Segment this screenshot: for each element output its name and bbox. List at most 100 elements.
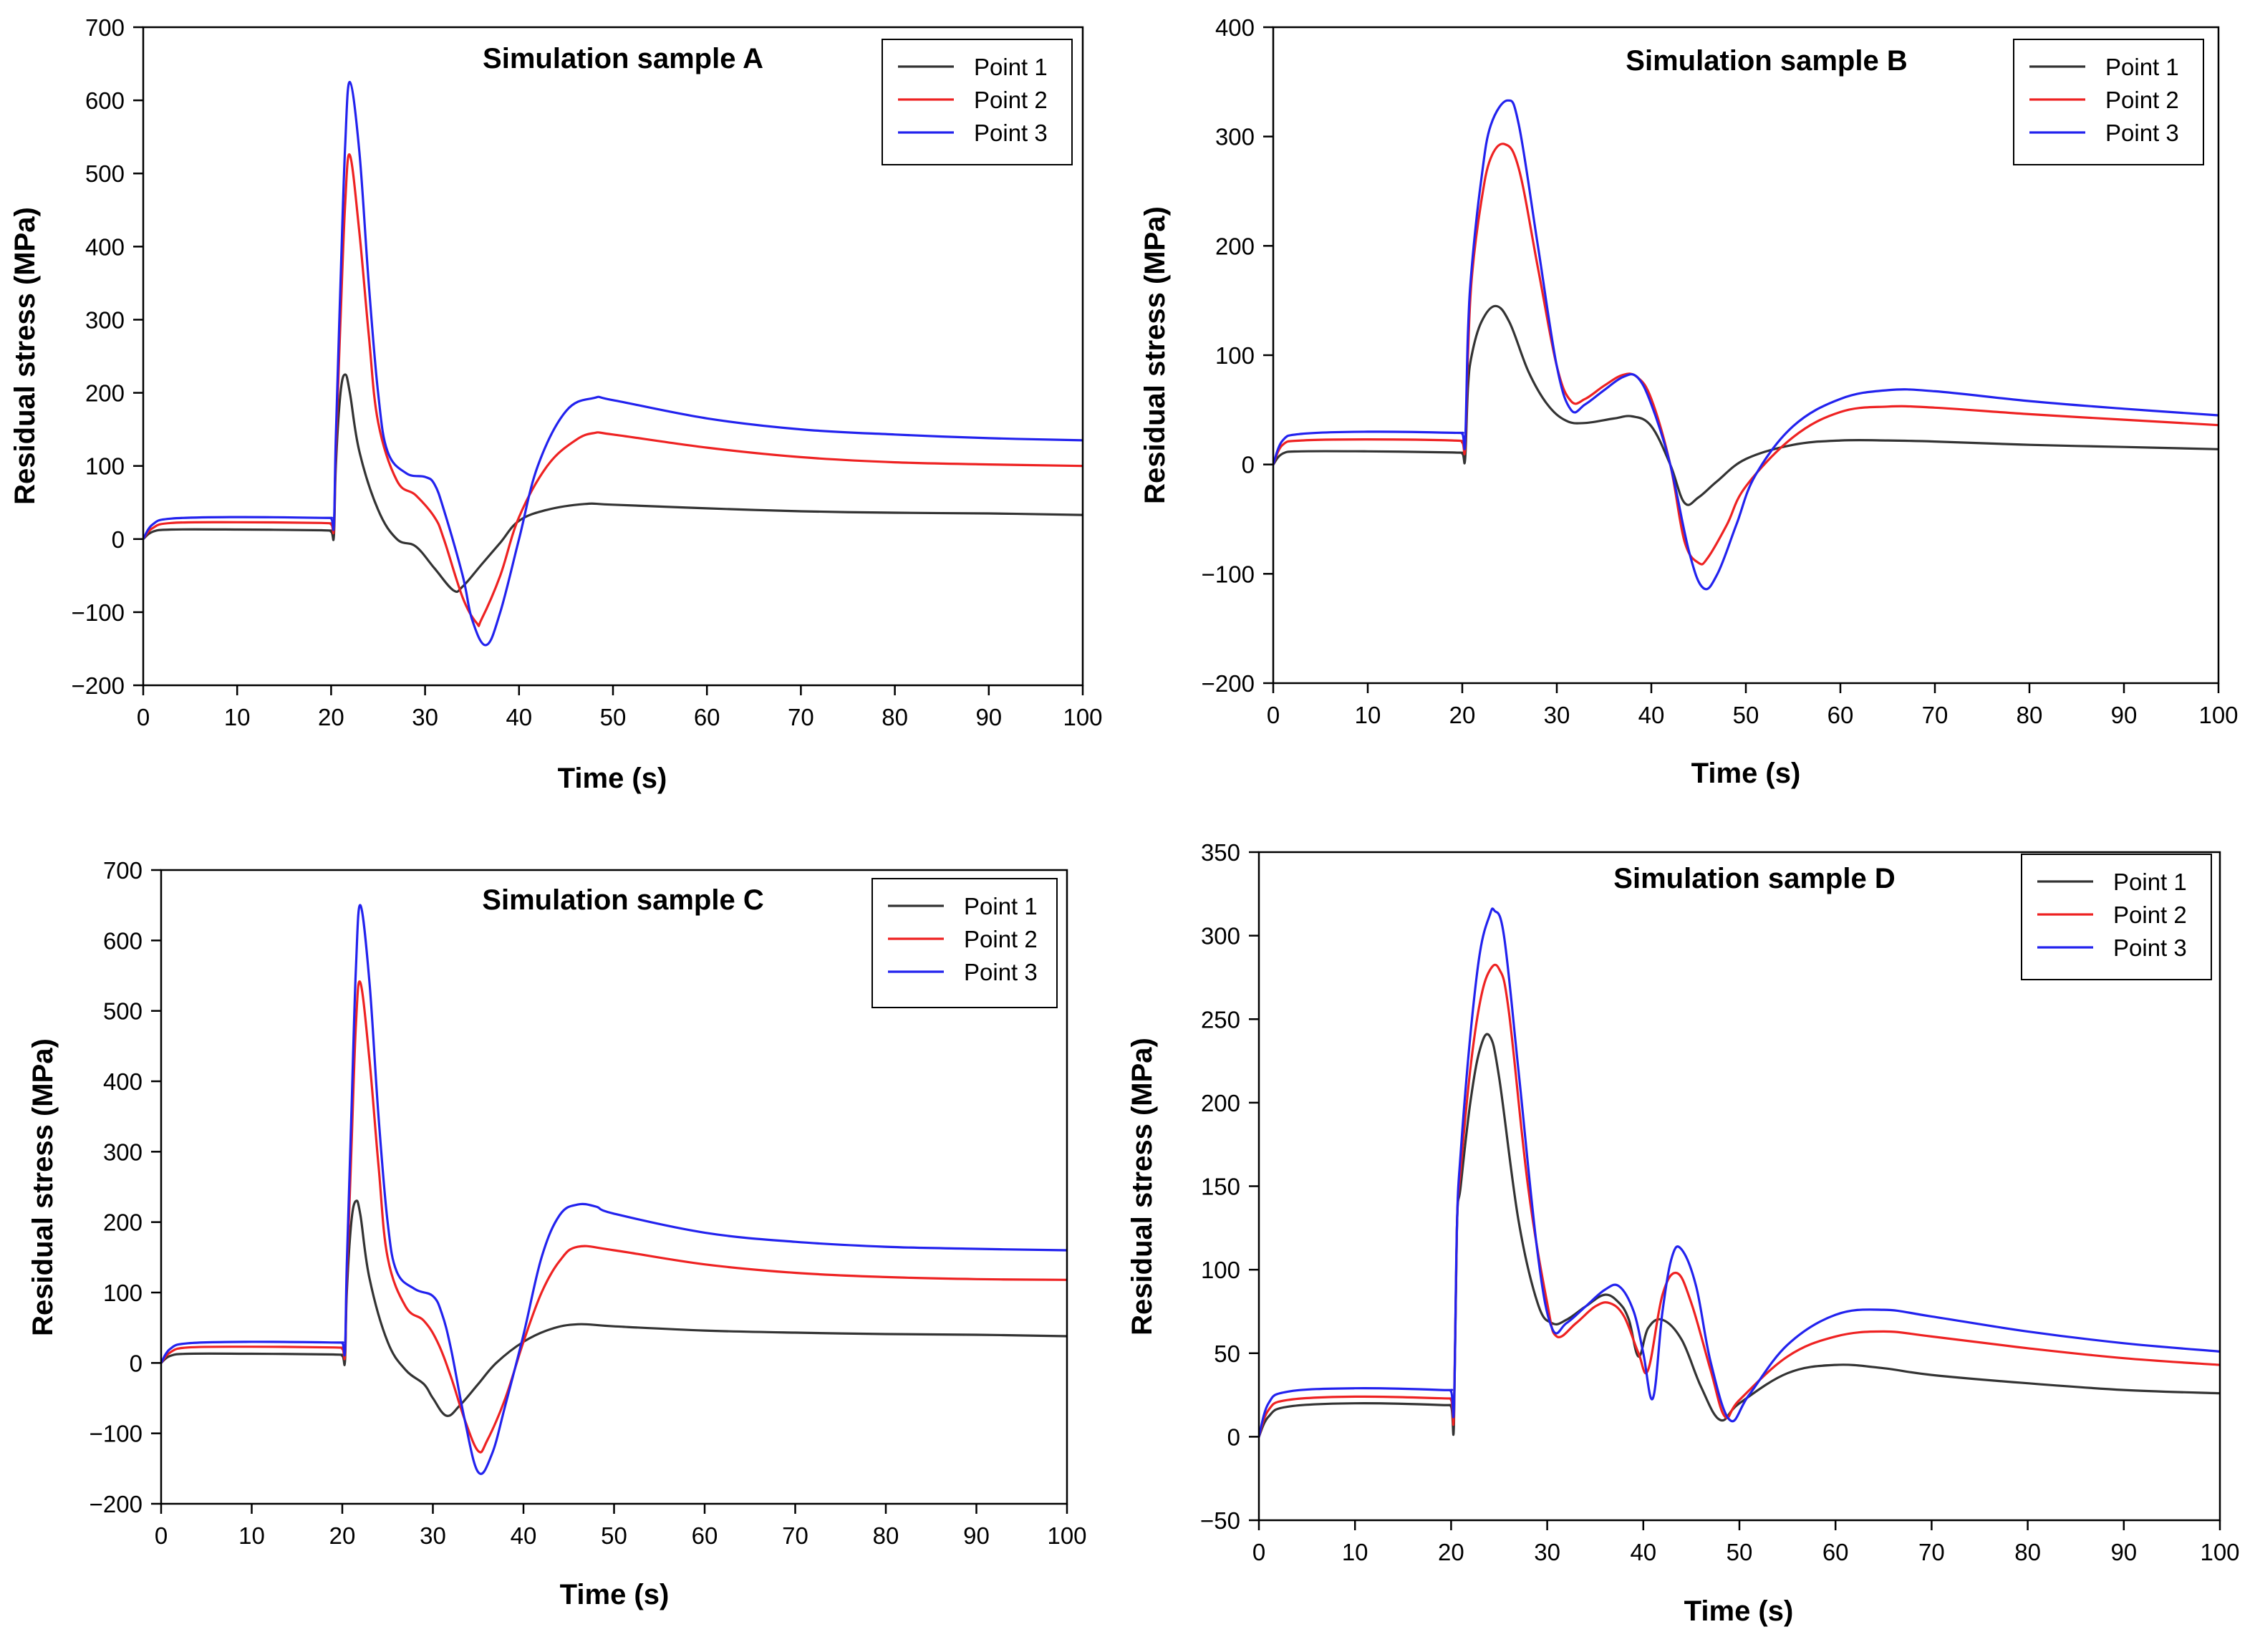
legend-label-3: Point 3 (2105, 120, 2179, 146)
legend-label-1: Point 1 (974, 54, 1048, 80)
x-tick-label: 80 (873, 1522, 899, 1549)
x-tick-label: 30 (1534, 1539, 1560, 1565)
y-tick-label: 600 (103, 927, 143, 954)
legend-label-2: Point 2 (2105, 87, 2179, 113)
x-tick-label: 20 (318, 704, 344, 730)
x-tick-label: 90 (2110, 1539, 2137, 1565)
x-tick-label: 0 (1267, 702, 1280, 728)
x-tick-label: 100 (2200, 1539, 2239, 1565)
y-tick-label: 50 (1214, 1341, 1240, 1367)
x-tick-label: 70 (782, 1522, 808, 1549)
y-tick-label: 300 (85, 306, 125, 333)
x-axis-title: Time (s) (560, 1579, 670, 1610)
y-tick-label: 300 (103, 1139, 143, 1165)
chart-title: Simulation sample A (483, 43, 763, 74)
legend-label-2: Point 2 (2113, 902, 2187, 928)
x-axis-title: Time (s) (1684, 1595, 1794, 1627)
y-tick-label: 700 (103, 857, 143, 884)
series-line-1 (161, 1199, 1067, 1417)
y-tick-label: 0 (130, 1350, 143, 1376)
y-tick-label: −100 (90, 1421, 143, 1447)
chart-title: Simulation sample D (1613, 863, 1895, 894)
x-tick-label: 70 (1918, 1539, 1945, 1565)
y-tick-label: 200 (85, 380, 125, 407)
chart-sample-c: 0 10 20 30 40 50 60 70 80 90 100 −200 −100 0 100 200 300… (0, 838, 1117, 1651)
y-tick-label: 200 (1215, 233, 1255, 259)
legend: Point 1 Point 2 Point 3 (871, 878, 1058, 1008)
legend-label-1: Point 1 (2113, 869, 2187, 895)
series-line-1 (1273, 304, 2218, 506)
chart-sample-c-svg: 0 10 20 30 40 50 60 70 80 90 100 −200 −100 0 100 200 300… (27, 857, 1087, 1610)
x-tick-label: 50 (1727, 1539, 1753, 1565)
legend-label-2: Point 2 (964, 926, 1038, 952)
y-tick-label: 400 (103, 1068, 143, 1095)
x-tick-label: 40 (511, 1522, 537, 1549)
y-tick-label: 500 (103, 998, 143, 1025)
legend-label-3: Point 3 (964, 959, 1038, 985)
x-axis-title: Time (s) (558, 763, 667, 794)
x-tick-label: 10 (1355, 702, 1381, 728)
y-tick-label: 200 (1201, 1090, 1240, 1116)
x-tick-label: 10 (224, 704, 251, 730)
y-tick-label: 100 (103, 1280, 143, 1306)
chart-title: Simulation sample C (482, 884, 763, 916)
y-tick-label: −200 (72, 672, 125, 699)
x-tick-label: 80 (2017, 702, 2043, 728)
x-tick-label: 90 (975, 704, 1002, 730)
y-axis-title: Residual stress (MPa) (1139, 206, 1171, 504)
series-line-2 (161, 980, 1067, 1454)
x-tick-label: 10 (1342, 1539, 1368, 1565)
y-tick-label: −200 (1202, 670, 1255, 697)
x-tick-label: 70 (788, 704, 814, 730)
y-tick-label: 100 (85, 453, 125, 480)
legend-label-1: Point 1 (964, 893, 1038, 919)
y-tick-label: 100 (1215, 342, 1255, 369)
x-tick-label: 0 (137, 704, 150, 730)
y-tick-label: 350 (1201, 839, 1240, 866)
x-tick-label: 40 (506, 704, 532, 730)
y-tick-label: 0 (1242, 452, 1255, 478)
y-axis-title: Residual stress (MPa) (1126, 1038, 1158, 1335)
x-tick-label: 40 (1638, 702, 1665, 728)
chart-sample-b-svg: 0 10 20 30 40 50 60 70 80 90 100 −200 −100 0 100 200 300… (1139, 14, 2239, 789)
legend: Point 1 Point 2 Point 3 (2013, 39, 2204, 165)
y-tick-label: 0 (112, 526, 125, 553)
y-tick-label: 200 (103, 1209, 143, 1236)
x-tick-label: 50 (601, 1522, 627, 1549)
x-tick-label: 60 (694, 704, 720, 730)
y-tick-label: −50 (1200, 1507, 1240, 1534)
series-line-3 (1259, 907, 2220, 1438)
y-tick-label: −100 (1202, 561, 1255, 587)
y-tick-label: −100 (72, 599, 125, 626)
series-line-3 (143, 80, 1083, 647)
x-tick-label: 30 (412, 704, 438, 730)
x-tick-label: 10 (238, 1522, 265, 1549)
chart-sample-a: 0 10 20 30 40 50 60 70 80 90 100 −200 −100 0 100 200 300… (0, 0, 1117, 820)
y-axis-title: Residual stress (MPa) (9, 207, 41, 505)
x-tick-label: 30 (1544, 702, 1570, 728)
legend-label-1: Point 1 (2105, 54, 2179, 80)
x-tick-label: 20 (329, 1522, 356, 1549)
legend: Point 1 Point 2 Point 3 (882, 39, 1073, 165)
x-tick-label: 0 (155, 1522, 168, 1549)
y-tick-label: 400 (85, 233, 125, 260)
series-line-2 (143, 153, 1083, 627)
x-tick-label: 20 (1438, 1539, 1464, 1565)
y-tick-label: 300 (1201, 923, 1240, 950)
x-tick-label: 90 (2111, 702, 2138, 728)
legend-box (2013, 39, 2204, 165)
y-tick-label: 0 (1227, 1424, 1240, 1450)
y-tick-label: 100 (1201, 1257, 1240, 1283)
x-tick-label: 100 (2198, 702, 2238, 728)
x-axis-title: Time (s) (1691, 758, 1801, 789)
x-tick-label: 100 (1047, 1522, 1086, 1549)
series-line-1 (1259, 1033, 2220, 1438)
x-tick-label: 30 (420, 1522, 446, 1549)
y-tick-label: −200 (90, 1491, 143, 1517)
y-tick-label: 400 (1215, 14, 1255, 41)
y-tick-label: 700 (85, 14, 125, 41)
x-tick-label: 80 (882, 704, 908, 730)
chart-title: Simulation sample B (1626, 45, 1907, 77)
series-line-2 (1259, 963, 2220, 1438)
x-tick-label: 60 (1822, 1539, 1849, 1565)
